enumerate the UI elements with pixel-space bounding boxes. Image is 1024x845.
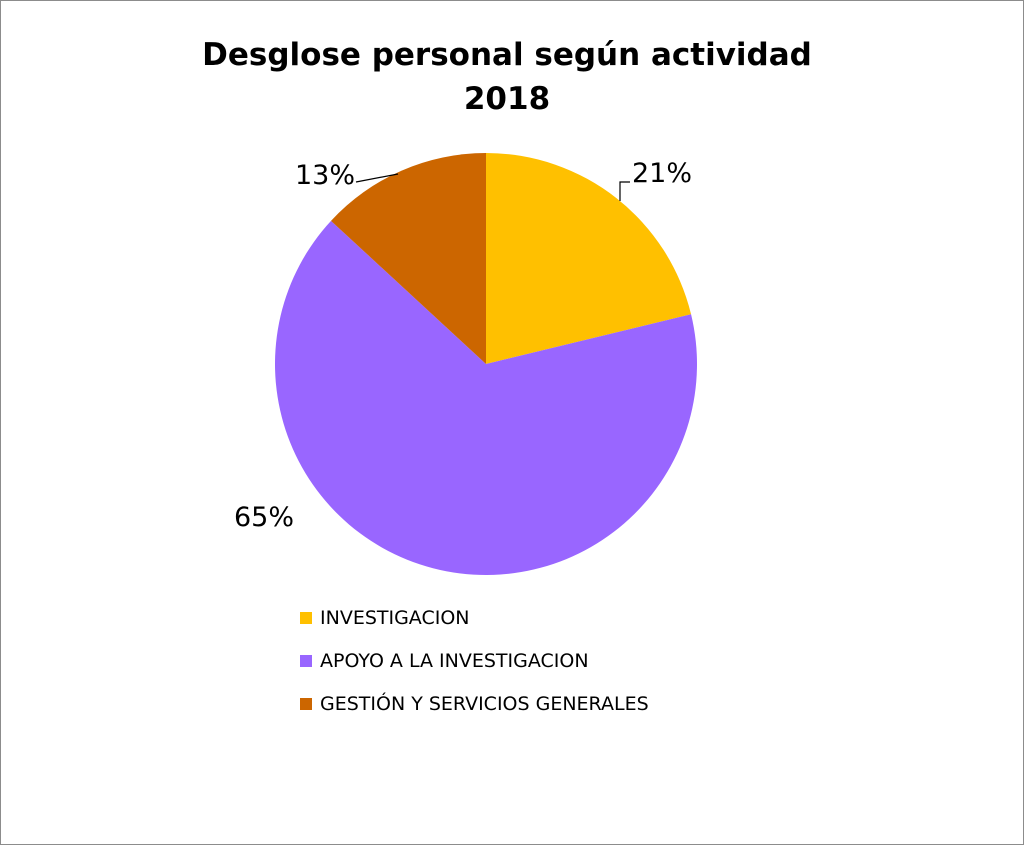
legend-item-investigacion: INVESTIGACION <box>300 596 649 639</box>
leader-line <box>619 181 630 201</box>
legend-label: GESTIÓN Y SERVICIOS GENERALES <box>320 692 649 715</box>
legend-swatch <box>300 697 312 710</box>
leader-line <box>355 173 399 183</box>
legend-item-gestion: GESTIÓN Y SERVICIOS GENERALES <box>300 682 649 725</box>
legend-swatch <box>300 611 312 624</box>
legend-label: APOYO A LA INVESTIGACION <box>320 649 589 672</box>
legend-item-apoyo: APOYO A LA INVESTIGACION <box>300 639 649 682</box>
chart-title: Desglose personal según actividad <box>202 37 812 73</box>
data-label-investigacion: 21% <box>632 158 692 189</box>
legend-label: INVESTIGACION <box>320 606 470 629</box>
data-label-apoyo: 65% <box>234 502 294 533</box>
chart-subtitle: 2018 <box>463 81 551 117</box>
legend-swatch <box>300 654 312 667</box>
chart-legend: INVESTIGACION APOYO A LA INVESTIGACION G… <box>300 596 649 725</box>
pie-slice-gestion <box>331 153 486 364</box>
chart-title-block: Desglose personal según actividad 2018 <box>1 33 1013 121</box>
pie-slice-apoyo <box>275 220 698 575</box>
data-label-gestion: 13% <box>295 160 355 191</box>
pie-slice-investigacion <box>486 153 692 364</box>
